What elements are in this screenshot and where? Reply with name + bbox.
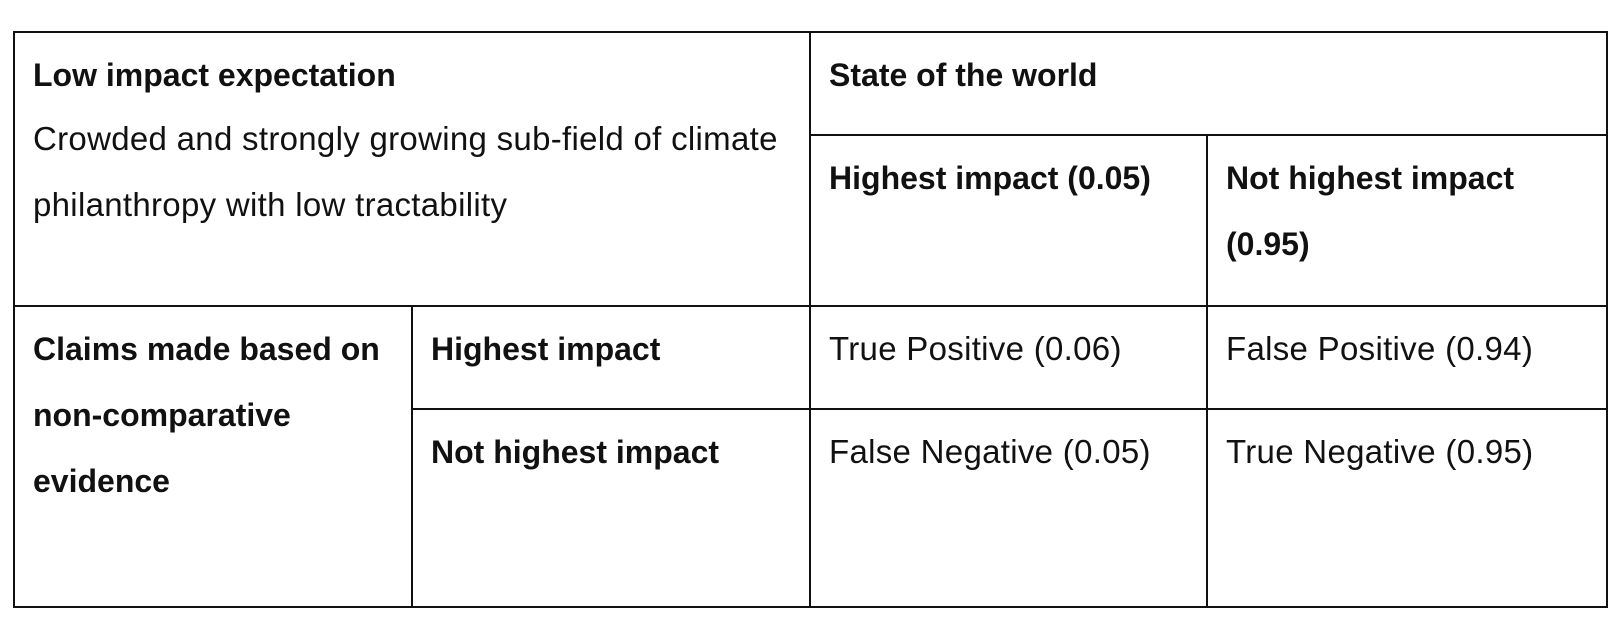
row-group-header: Claims made based on non-comparative evi… xyxy=(13,305,413,608)
column-header: Not highest impact (0.95) xyxy=(1206,134,1609,307)
confusion-table: Low impact expectation Crowded and stron… xyxy=(12,31,1609,608)
corner-cell: Low impact expectation Crowded and stron… xyxy=(12,31,812,307)
row-header: Highest impact xyxy=(410,305,812,410)
corner-description: Crowded and strongly growing sub-field o… xyxy=(33,120,778,223)
column-group-header: State of the world xyxy=(809,31,1609,136)
cell: False Negative (0.05) xyxy=(809,408,1209,608)
row-header: Not highest impact xyxy=(410,408,812,608)
column-header: Highest impact (0.05) xyxy=(809,134,1209,307)
cell: False Positive (0.94) xyxy=(1206,305,1609,410)
cell: True Negative (0.95) xyxy=(1206,408,1609,608)
cell: True Positive (0.06) xyxy=(809,305,1209,410)
corner-title: Low impact expectation xyxy=(33,57,396,93)
